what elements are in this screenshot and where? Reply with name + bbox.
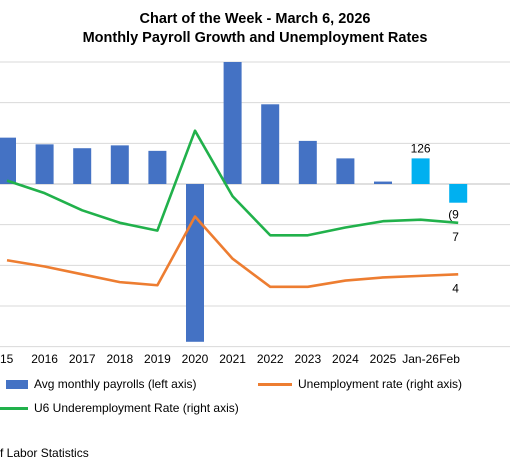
u6-underemployment-line: [6, 129, 459, 237]
x-tick-label: 2016: [31, 352, 58, 366]
x-tick-label: 15: [0, 352, 14, 366]
legend-label-unemployment: Unemployment rate (right axis): [298, 377, 463, 391]
payroll-bar-2022: [261, 104, 280, 184]
legend-item-payrolls: Avg monthly payrolls (left axis): [6, 377, 197, 391]
x-tick-label: 2025: [370, 352, 397, 366]
legend-item-u6: U6 Underemployment Rate (right axis): [0, 401, 239, 415]
data-label-jan-26: 126: [411, 141, 431, 155]
x-tick-label: 2019: [144, 352, 171, 366]
chart-title: Chart of the Week - March 6, 2026: [139, 11, 371, 27]
payroll-bar-feb: [449, 184, 468, 203]
x-tick-label: 2021: [219, 352, 246, 366]
data-label-unemployment-feb: 4: [452, 281, 459, 295]
legend-swatch-unemployment: [258, 382, 292, 386]
payroll-bar-2018: [110, 145, 129, 184]
legend-item-unemployment: Unemployment rate (right axis): [258, 377, 462, 391]
x-tick-label: 2017: [69, 352, 96, 366]
payroll-bar-2020: [186, 184, 204, 342]
x-tick-label: 2020: [182, 352, 209, 366]
data-label-feb: (9: [448, 208, 459, 222]
legend-swatch-u6: [0, 406, 28, 410]
payroll-bar-2016: [35, 144, 54, 184]
x-tick-label: 2018: [106, 352, 133, 366]
x-tick-label: Feb: [439, 352, 460, 366]
x-tick-label: 2022: [257, 352, 284, 366]
payroll-bar-jan-26: [411, 158, 430, 184]
payroll-bar-2025: [374, 181, 392, 184]
x-tick-label: 2023: [294, 352, 321, 366]
x-tick-label: Jan-26: [402, 352, 439, 366]
legend-label-u6: U6 Underemployment Rate (right axis): [34, 401, 239, 415]
unemployment-rate-line: [6, 215, 459, 289]
payroll-bar-15: [0, 137, 16, 184]
payroll-bar-2021: [223, 62, 242, 184]
payroll-bar-2023: [298, 140, 317, 184]
source-note: f Labor Statistics: [0, 446, 89, 460]
legend-swatch-payrolls: [6, 379, 28, 389]
legend-label-payrolls: Avg monthly payrolls (left axis): [34, 377, 197, 391]
payroll-bar-2024: [336, 158, 355, 184]
data-label-u6-feb: 7: [452, 230, 459, 244]
chart-subtitle: Monthly Payroll Growth and Unemployment …: [82, 30, 428, 46]
payroll-bar-2019: [148, 150, 167, 184]
chart-title-block: Chart of the Week - March 6, 2026 Monthl…: [0, 10, 510, 48]
x-tick-label: 2024: [332, 352, 359, 366]
payroll-bar-2017: [73, 148, 92, 184]
